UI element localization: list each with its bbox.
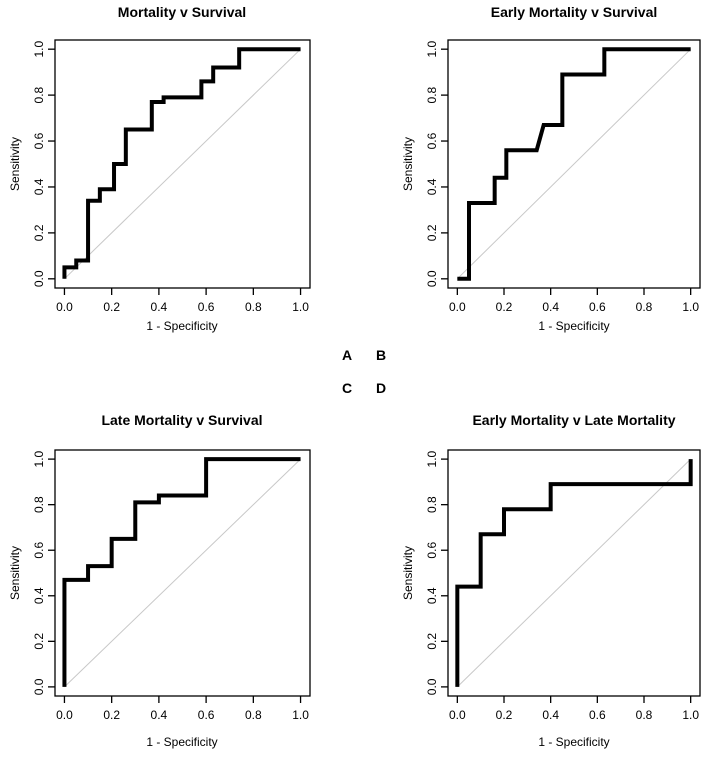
roc-curve-layer — [455, 458, 693, 688]
x-tick-label: 0.0 — [56, 708, 73, 722]
x-tick-label: 0.8 — [245, 300, 262, 314]
x-tick-label: 0.0 — [449, 708, 466, 722]
y-tick-label: 0.2 — [425, 633, 439, 650]
y-tick-label: 0.8 — [425, 496, 439, 513]
plot-title: Early Mortality v Survival — [491, 4, 658, 20]
x-tick-label: 0.4 — [151, 300, 168, 314]
axes-layer: 0.0 0.0 0.2 0.2 0.4 0.4 0.6 0.6 0.8 0.8 1.0 1.0 — [32, 449, 311, 722]
x-tick-label: 0.0 — [56, 300, 73, 314]
y-tick-label: 1.0 — [425, 41, 439, 58]
x-axis-label: 1 - Specificity — [538, 319, 609, 333]
x-tick-label: 0.8 — [636, 300, 653, 314]
chance-diagonal-line — [456, 48, 692, 280]
x-axis-label: 1 - Specificity — [538, 735, 609, 749]
y-axis-label: Sensitivity — [8, 137, 22, 191]
roc-curve-layer — [62, 457, 301, 688]
y-tick-label: 0.6 — [425, 542, 439, 559]
panel-letter-b: B — [375, 346, 387, 363]
x-tick-label: 1.0 — [292, 300, 309, 314]
chance-diagonal-line — [64, 458, 301, 688]
y-tick-label: 0.2 — [32, 224, 46, 241]
y-axis-label: Sensitivity — [8, 546, 22, 600]
axes-layer: 0.0 0.0 0.2 0.2 0.4 0.4 0.6 0.6 0.8 0.8 1.0 1.0 — [32, 39, 311, 314]
roc-curve-layer — [62, 47, 301, 280]
plot-box — [54, 449, 311, 697]
x-tick-label: 0.2 — [496, 300, 513, 314]
x-tick-label: 1.0 — [682, 300, 699, 314]
panel-letter-a: A — [341, 346, 353, 363]
roc-plot-early-mortality-v-late-mortality: Early Mortality v Late Mortality 1 - Spe… — [401, 412, 701, 749]
y-tick-label: 0.0 — [425, 678, 439, 695]
y-tick-label: 0.8 — [425, 86, 439, 103]
x-axis-label: 1 - Specificity — [146, 735, 217, 749]
roc-curve — [62, 457, 301, 687]
roc-panel-mortality-v-survival: Mortality v Survival 1 - Specificity Sen… — [0, 0, 354, 335]
roc-panel-late-mortality-v-survival: Late Mortality v Survival 1 - Specificit… — [0, 405, 354, 759]
x-tick-label: 1.0 — [292, 708, 309, 722]
panel-letter-d: D — [375, 379, 387, 396]
panel-letter-grid: A B C D — [330, 338, 398, 404]
x-tick-label: 0.6 — [589, 708, 606, 722]
roc-panel-early-mortality-v-survival: Early Mortality v Survival 1 - Specifici… — [354, 0, 709, 335]
y-tick-label: 1.0 — [32, 450, 46, 467]
y-tick-label: 1.0 — [425, 450, 439, 467]
panel-letter-c: C — [341, 379, 353, 396]
chance-diagonal-line — [64, 48, 301, 280]
axes-layer: 0.0 0.0 0.2 0.2 0.4 0.4 0.6 0.6 0.8 0.8 1.0 1.0 — [425, 449, 701, 722]
plot-box — [447, 449, 701, 697]
plot-box — [54, 39, 311, 289]
y-tick-label: 0.6 — [32, 542, 46, 559]
x-tick-label: 0.2 — [103, 300, 120, 314]
y-tick-label: 0.8 — [32, 86, 46, 103]
roc-plot-mortality-v-survival: Mortality v Survival 1 - Specificity Sen… — [8, 4, 311, 333]
y-tick-label: 0.4 — [425, 178, 439, 195]
plot-box — [447, 39, 701, 289]
roc-panel-early-mortality-v-late-mortality: Early Mortality v Late Mortality 1 - Spe… — [354, 405, 709, 759]
y-tick-label: 0.2 — [32, 633, 46, 650]
x-tick-label: 0.6 — [589, 300, 606, 314]
x-tick-label: 0.4 — [542, 708, 559, 722]
y-tick-label: 1.0 — [32, 41, 46, 58]
x-tick-label: 0.2 — [103, 708, 120, 722]
x-tick-label: 0.6 — [198, 708, 215, 722]
axes-layer: 0.0 0.0 0.2 0.2 0.4 0.4 0.6 0.6 0.8 0.8 1.0 1.0 — [425, 39, 701, 314]
y-tick-label: 0.8 — [32, 496, 46, 513]
x-tick-label: 0.4 — [151, 708, 168, 722]
roc-curve — [62, 47, 301, 279]
y-tick-label: 0.0 — [425, 270, 439, 287]
roc-curve — [455, 459, 693, 687]
x-tick-label: 1.0 — [682, 708, 699, 722]
roc-plot-late-mortality-v-survival: Late Mortality v Survival 1 - Specificit… — [8, 412, 311, 749]
roc-curve-layer — [456, 47, 692, 281]
roc-plot-early-mortality-v-survival: Early Mortality v Survival 1 - Specifici… — [401, 4, 701, 333]
plot-title: Late Mortality v Survival — [101, 412, 262, 428]
x-tick-label: 0.2 — [496, 708, 513, 722]
x-tick-label: 0.4 — [542, 300, 559, 314]
y-tick-label: 0.6 — [32, 132, 46, 149]
plot-title: Mortality v Survival — [118, 4, 246, 20]
chance-diagonal-line — [456, 458, 692, 688]
y-axis-label: Sensitivity — [401, 546, 415, 600]
y-axis-label: Sensitivity — [401, 137, 415, 191]
x-tick-label: 0.6 — [198, 300, 215, 314]
x-tick-label: 0.8 — [636, 708, 653, 722]
plot-title: Early Mortality v Late Mortality — [472, 412, 675, 428]
y-tick-label: 0.4 — [32, 178, 46, 195]
y-tick-label: 0.4 — [32, 587, 46, 604]
y-tick-label: 0.0 — [32, 678, 46, 695]
x-tick-label: 0.8 — [245, 708, 262, 722]
y-tick-label: 0.6 — [425, 132, 439, 149]
y-tick-label: 0.2 — [425, 224, 439, 241]
x-tick-label: 0.0 — [449, 300, 466, 314]
y-tick-label: 0.4 — [425, 587, 439, 604]
roc-curve — [457, 47, 691, 281]
x-axis-label: 1 - Specificity — [146, 319, 217, 333]
y-tick-label: 0.0 — [32, 270, 46, 287]
